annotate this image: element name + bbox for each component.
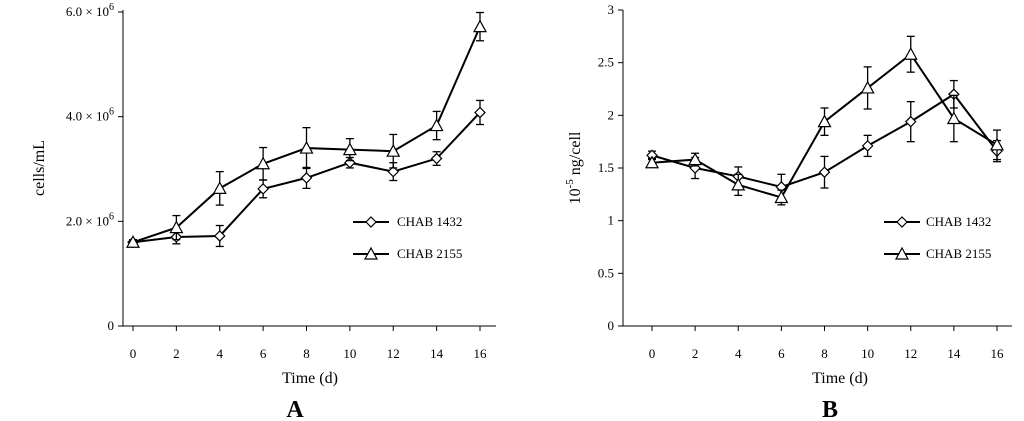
chart-a-ytick-label-3: 6.0 × 106 [66, 2, 114, 19]
chart-b-axes [622, 10, 1012, 327]
chart-a-series-0-point-3 [257, 183, 269, 195]
chart-a-x-ticks: 0 2 4 6 8 10 12 14 16 [130, 326, 487, 361]
chart-b-ytick-label-2: 1 [608, 213, 615, 228]
chart-a-ytick-label-1: 2.0 × 106 [66, 211, 114, 228]
chart-a-series-1-point-6 [386, 143, 401, 157]
chart-b-legend-label-1: CHAB 1432 [926, 214, 991, 229]
chart-b-y-ticks: 0 0.5 1 1.5 2 2.5 3 [598, 2, 623, 333]
chart-b-ytick-label-4: 2 [608, 107, 615, 122]
chart-a-legend-label-1: CHAB 1432 [397, 214, 462, 229]
chart-b-series-1-point-1 [688, 152, 703, 166]
chart-b-ylabel-exponent: -5 [564, 179, 576, 189]
chart-b-series-1-point-5 [860, 80, 875, 94]
chart-a-xtick-label-4: 8 [303, 346, 310, 361]
chart-a-y-ticks: 0 2.0 × 106 4.0 × 106 6.0 × 106 [66, 2, 123, 333]
chart-b-ytick-label-5: 2.5 [598, 55, 614, 70]
chart-a-legend-marker-diamond [365, 216, 377, 228]
chart-a: 0 2.0 × 106 4.0 × 106 6.0 × 106 0 2 4 6 8 10 12 14… [31, 2, 496, 421]
chart-a-xtick-label-8: 16 [474, 346, 488, 361]
chart-b-series-0-point-6 [904, 115, 917, 128]
chart-a-series-1-point-2 [212, 181, 227, 194]
chart-a-legend: CHAB 1432 CHAB 2155 [353, 214, 462, 261]
chart-b-ylabel-base: 10 [567, 188, 584, 204]
chart-a-panel-label: A [286, 397, 304, 421]
chart-b-series-1-point-4 [817, 114, 832, 128]
chart-b-series-1-point-7 [946, 111, 961, 125]
chart-a-series-1-point-3 [256, 156, 271, 170]
chart-a-series-1-point-0 [125, 235, 141, 248]
chart-b: 00.511.522.53 0 2 4 6 8 10 12 14 16 10-5 ng/cell… [564, 2, 1012, 421]
chart-b-ytick-label-1: 0.5 [598, 265, 614, 280]
chart-b-xtick-label-4: 8 [821, 346, 828, 361]
chart-b-series-1-point-6 [903, 46, 918, 60]
chart-b-series [644, 35, 1005, 206]
chart-b-ylabel: 10-5 ng/cell [564, 131, 584, 204]
chart-b-xlabel: Time (d) [812, 370, 868, 387]
chart-a-ylabel: cells/mL [31, 140, 48, 196]
chart-b-legend-marker-triangle [894, 246, 910, 260]
chart-a-xtick-label-7: 14 [430, 346, 444, 361]
chart-b-xtick-label-6: 12 [904, 346, 917, 361]
chart-a-series-0-point-8 [474, 106, 486, 119]
chart-b-panel-label: B [822, 397, 838, 421]
chart-a-series-0-point-4 [300, 172, 313, 184]
chart-b-xtick-label-1: 2 [692, 346, 699, 361]
chart-b-ylabel-suffix: ng/cell [567, 131, 584, 179]
chart-b-xtick-label-0: 0 [649, 346, 656, 361]
chart-a-xtick-label-1: 2 [173, 346, 180, 361]
chart-b-ytick-label-3: 1.5 [598, 160, 614, 175]
chart-a-xtick-label-6: 12 [387, 346, 400, 361]
chart-b-xtick-label-7: 14 [947, 346, 961, 361]
chart-a-xtick-label-2: 4 [217, 346, 224, 361]
chart-a-xtick-label-5: 10 [343, 346, 356, 361]
chart-a-legend-label-2: CHAB 2155 [397, 246, 462, 261]
chart-b-x-ticks: 0 2 4 6 8 10 12 14 16 [649, 326, 1004, 361]
chart-b-legend: CHAB 1432 CHAB 2155 [884, 214, 991, 261]
chart-b-legend-marker-diamond [896, 216, 908, 228]
chart-a-series-0-point-2 [213, 230, 226, 242]
chart-a-series [125, 11, 488, 249]
chart-a-series-1-point-8 [472, 19, 488, 33]
chart-b-series-1-point-8 [989, 137, 1005, 151]
chart-b-legend-label-2: CHAB 2155 [926, 246, 991, 261]
chart-a-ytick-label-2: 4.0 × 106 [66, 107, 114, 124]
chart-b-series-0-point-5 [861, 140, 874, 152]
chart-a-xtick-label-0: 0 [130, 346, 137, 361]
chart-b-series-1-point-3 [774, 190, 789, 204]
chart-a-xlabel: Time (d) [282, 370, 338, 387]
chart-b-xtick-label-2: 4 [735, 346, 742, 361]
chart-a-series-0-point-6 [387, 165, 400, 178]
chart-b-xtick-label-3: 6 [778, 346, 785, 361]
chart-b-ytick-label-6: 3 [608, 2, 615, 17]
chart-a-ytick-label-0: 0 [108, 318, 115, 333]
chart-b-ytick-label-0: 0 [608, 318, 615, 333]
chart-a-series-1-point-5 [342, 142, 357, 156]
chart-a-series-1-point-1 [169, 220, 184, 234]
chart-b-series-0-point-4 [818, 166, 831, 179]
chart-b-series-1-point-2 [731, 177, 746, 191]
chart-a-axes [122, 10, 496, 327]
chart-b-xtick-label-5: 10 [861, 346, 874, 361]
chart-a-xtick-label-3: 6 [260, 346, 267, 361]
chart-b-series-1-point-0 [644, 155, 660, 169]
chart-a-series-1-point-4 [299, 140, 314, 154]
chart-a-legend-marker-triangle [363, 246, 379, 260]
chart-b-xtick-label-8: 16 [991, 346, 1005, 361]
chart-a-series-0-point-7 [430, 152, 443, 165]
chart-a-series-1-point-7 [429, 118, 444, 132]
